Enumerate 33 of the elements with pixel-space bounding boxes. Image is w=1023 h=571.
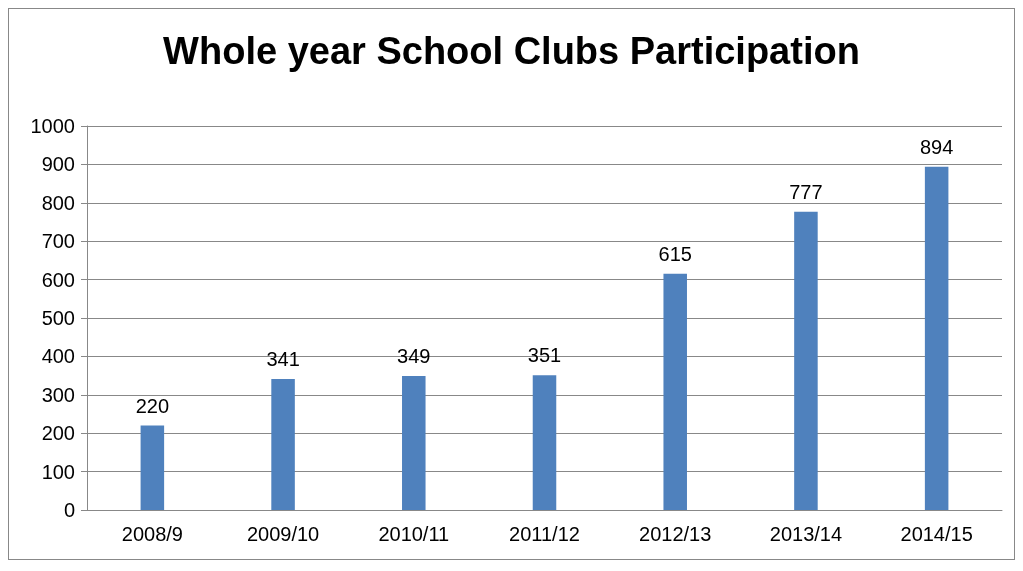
y-tick-label: 0 (63, 499, 75, 521)
x-tick-label: 2013/14 (769, 523, 843, 545)
y-tick-label: 300 (41, 383, 75, 406)
bar (532, 375, 557, 510)
bar (402, 375, 426, 510)
y-tick-label: 1000 (30, 115, 75, 137)
data-label: 894 (919, 135, 954, 158)
x-tick-label: 2012/13 (639, 523, 712, 545)
y-tick-label: 200 (41, 422, 75, 445)
x-tick-label: 2011/12 (509, 523, 580, 545)
bar (663, 273, 687, 510)
y-tick-label: 600 (41, 268, 75, 291)
data-label: 349 (397, 344, 431, 367)
y-tick-label: 700 (41, 230, 75, 253)
y-tick-label: 100 (41, 460, 75, 483)
y-tick-label: 900 (41, 153, 75, 176)
bar (924, 166, 949, 510)
y-tick-label: 500 (41, 307, 75, 329)
y-tick-label: 800 (41, 191, 75, 214)
x-tick-label: 2009/10 (246, 523, 320, 545)
bar (794, 211, 818, 510)
bar (271, 379, 295, 510)
x-tick-label: 2008/9 (121, 523, 183, 545)
x-tick-label: 2014/15 (900, 523, 973, 545)
data-label: 220 (135, 394, 170, 417)
chart-title: Whole year School Clubs Participation (163, 30, 860, 72)
data-label: 341 (266, 348, 300, 371)
data-label: 615 (658, 242, 692, 265)
x-tick-label: 2010/11 (378, 523, 450, 545)
y-tick-label: 400 (41, 345, 75, 368)
bar (140, 425, 165, 510)
data-label: 777 (789, 180, 823, 203)
data-label: 351 (527, 344, 562, 367)
